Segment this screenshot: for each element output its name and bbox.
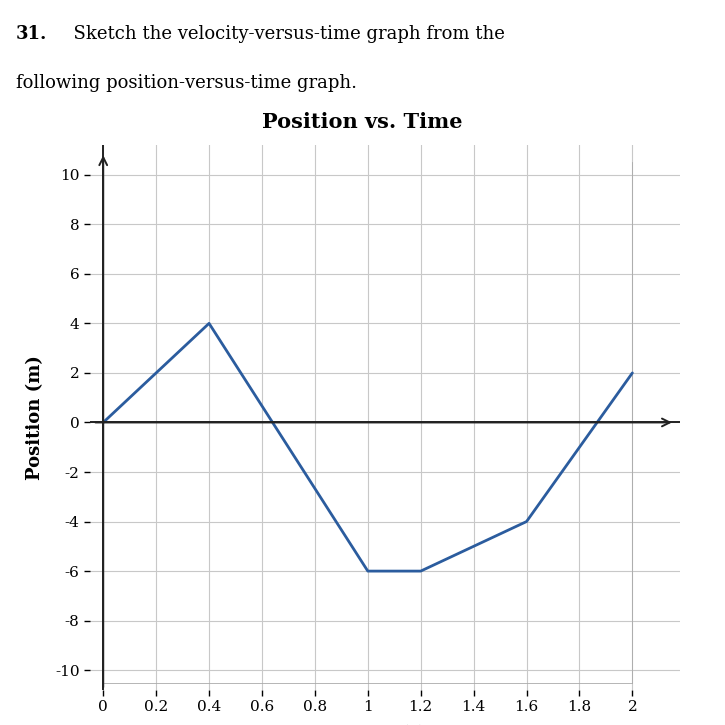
Text: Position vs. Time: Position vs. Time	[262, 112, 463, 132]
Text: 31.: 31.	[16, 25, 47, 44]
Y-axis label: Position (m): Position (m)	[26, 355, 44, 480]
Text: Sketch the velocity-versus-time graph from the: Sketch the velocity-versus-time graph fr…	[62, 25, 505, 44]
Text: following position-versus-time graph.: following position-versus-time graph.	[16, 74, 357, 92]
